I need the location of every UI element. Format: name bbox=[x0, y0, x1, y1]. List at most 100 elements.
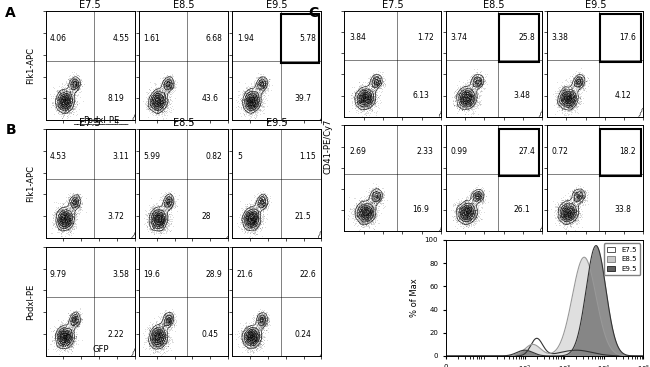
Point bbox=[456, 104, 467, 110]
Point bbox=[467, 101, 478, 107]
Point bbox=[63, 229, 73, 235]
Point bbox=[362, 91, 372, 97]
Point bbox=[164, 76, 175, 81]
Point bbox=[55, 105, 65, 111]
Point bbox=[255, 306, 265, 312]
Point bbox=[67, 221, 77, 227]
Point bbox=[157, 335, 167, 341]
Point bbox=[153, 330, 164, 336]
Point bbox=[161, 94, 171, 100]
Point bbox=[569, 209, 579, 215]
Point bbox=[151, 335, 161, 341]
Point bbox=[573, 193, 583, 199]
Point bbox=[359, 213, 369, 219]
Point bbox=[248, 95, 259, 101]
Point bbox=[571, 105, 581, 111]
Point bbox=[247, 326, 257, 331]
Point bbox=[250, 92, 261, 98]
Point bbox=[162, 344, 173, 349]
Point bbox=[57, 209, 67, 215]
Point bbox=[570, 209, 580, 215]
Point bbox=[66, 220, 76, 226]
Point bbox=[61, 223, 72, 229]
Point bbox=[239, 330, 250, 336]
Point bbox=[247, 339, 257, 345]
Point bbox=[359, 103, 370, 109]
Point bbox=[69, 200, 79, 206]
Point bbox=[454, 208, 465, 214]
Point bbox=[577, 79, 588, 85]
Point bbox=[463, 98, 474, 103]
Point bbox=[367, 203, 377, 209]
Point bbox=[161, 83, 172, 89]
Point bbox=[246, 333, 257, 339]
Point bbox=[365, 92, 376, 98]
Point bbox=[353, 95, 363, 101]
Point bbox=[57, 223, 67, 229]
Point bbox=[242, 217, 253, 222]
Point bbox=[145, 102, 155, 108]
Point bbox=[240, 95, 251, 101]
Point bbox=[63, 214, 73, 220]
Point bbox=[152, 338, 162, 344]
Point bbox=[355, 88, 365, 94]
Point bbox=[155, 343, 165, 349]
Point bbox=[568, 204, 578, 210]
Point bbox=[558, 96, 568, 102]
Point bbox=[359, 100, 370, 106]
Point bbox=[67, 312, 77, 318]
Point bbox=[66, 334, 76, 340]
Point bbox=[242, 102, 252, 108]
Point bbox=[239, 328, 250, 334]
Point bbox=[70, 204, 80, 210]
Point bbox=[257, 316, 267, 321]
Point bbox=[562, 214, 572, 220]
Point bbox=[62, 97, 72, 103]
Point bbox=[255, 227, 266, 233]
Point bbox=[248, 95, 258, 101]
Point bbox=[242, 213, 252, 219]
Point bbox=[563, 98, 573, 104]
Point bbox=[247, 213, 257, 219]
Point bbox=[146, 89, 156, 95]
Point bbox=[255, 195, 265, 201]
Point bbox=[151, 102, 161, 108]
Point bbox=[60, 210, 70, 216]
Point bbox=[560, 213, 570, 219]
Point bbox=[243, 100, 254, 106]
Point bbox=[53, 214, 64, 220]
Point bbox=[250, 94, 260, 100]
Point bbox=[249, 102, 259, 108]
Point bbox=[61, 332, 72, 338]
Point bbox=[153, 211, 163, 217]
Point bbox=[577, 77, 587, 83]
Point bbox=[462, 212, 472, 218]
Point bbox=[244, 341, 254, 347]
Point bbox=[157, 91, 168, 97]
Point bbox=[60, 218, 70, 224]
Point bbox=[51, 99, 62, 105]
Point bbox=[158, 93, 168, 99]
Point bbox=[553, 99, 564, 105]
Point bbox=[164, 314, 174, 320]
Point bbox=[352, 210, 362, 216]
Point bbox=[560, 197, 570, 203]
Point bbox=[150, 214, 160, 219]
Point bbox=[65, 78, 75, 84]
Point bbox=[149, 336, 159, 342]
Point bbox=[165, 322, 176, 328]
Point bbox=[57, 94, 67, 99]
Point bbox=[463, 218, 474, 224]
Point bbox=[243, 328, 254, 334]
Point bbox=[463, 92, 473, 98]
Point bbox=[354, 196, 365, 201]
Point bbox=[242, 215, 253, 221]
Point bbox=[159, 81, 169, 87]
Point bbox=[357, 95, 367, 101]
Point bbox=[60, 211, 71, 217]
Point bbox=[160, 92, 170, 98]
Point bbox=[245, 215, 255, 221]
Point bbox=[154, 211, 164, 217]
Point bbox=[360, 214, 370, 219]
Point bbox=[361, 214, 372, 220]
